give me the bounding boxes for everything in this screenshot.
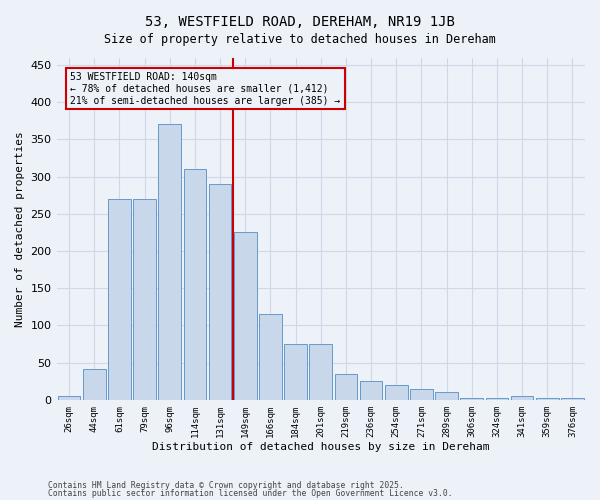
Bar (184, 169, 206, 400)
Bar (511, 396, 533, 400)
Text: 53, WESTFIELD ROAD, DEREHAM, NR19 1JB: 53, WESTFIELD ROAD, DEREHAM, NR19 1JB (145, 15, 455, 29)
Bar (561, 398, 584, 400)
Bar (435, 392, 458, 400)
X-axis label: Distribution of detached houses by size in Dereham: Distribution of detached houses by size … (152, 442, 490, 452)
Bar (335, 374, 357, 400)
Bar (385, 385, 407, 400)
Text: Size of property relative to detached houses in Dereham: Size of property relative to detached ho… (104, 32, 496, 46)
Bar (158, 124, 181, 400)
Bar (133, 199, 156, 400)
Text: Contains public sector information licensed under the Open Government Licence v3: Contains public sector information licen… (48, 489, 452, 498)
Bar (310, 344, 332, 400)
Bar (108, 199, 131, 400)
Text: 53 WESTFIELD ROAD: 140sqm
← 78% of detached houses are smaller (1,412)
21% of se: 53 WESTFIELD ROAD: 140sqm ← 78% of detac… (70, 72, 341, 106)
Bar (410, 388, 433, 400)
Bar (234, 232, 257, 400)
Y-axis label: Number of detached properties: Number of detached properties (15, 131, 25, 326)
Bar (485, 398, 508, 400)
Bar (209, 184, 232, 400)
Bar (284, 344, 307, 400)
Bar (259, 314, 282, 400)
Bar (536, 398, 559, 400)
Text: Contains HM Land Registry data © Crown copyright and database right 2025.: Contains HM Land Registry data © Crown c… (48, 480, 404, 490)
Bar (360, 381, 382, 400)
Bar (460, 398, 483, 400)
Bar (83, 368, 106, 400)
Bar (58, 396, 80, 400)
